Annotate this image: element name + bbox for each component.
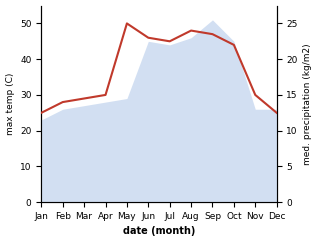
Y-axis label: med. precipitation (kg/m2): med. precipitation (kg/m2) [303,43,313,165]
Y-axis label: max temp (C): max temp (C) [5,73,15,135]
X-axis label: date (month): date (month) [123,227,195,236]
